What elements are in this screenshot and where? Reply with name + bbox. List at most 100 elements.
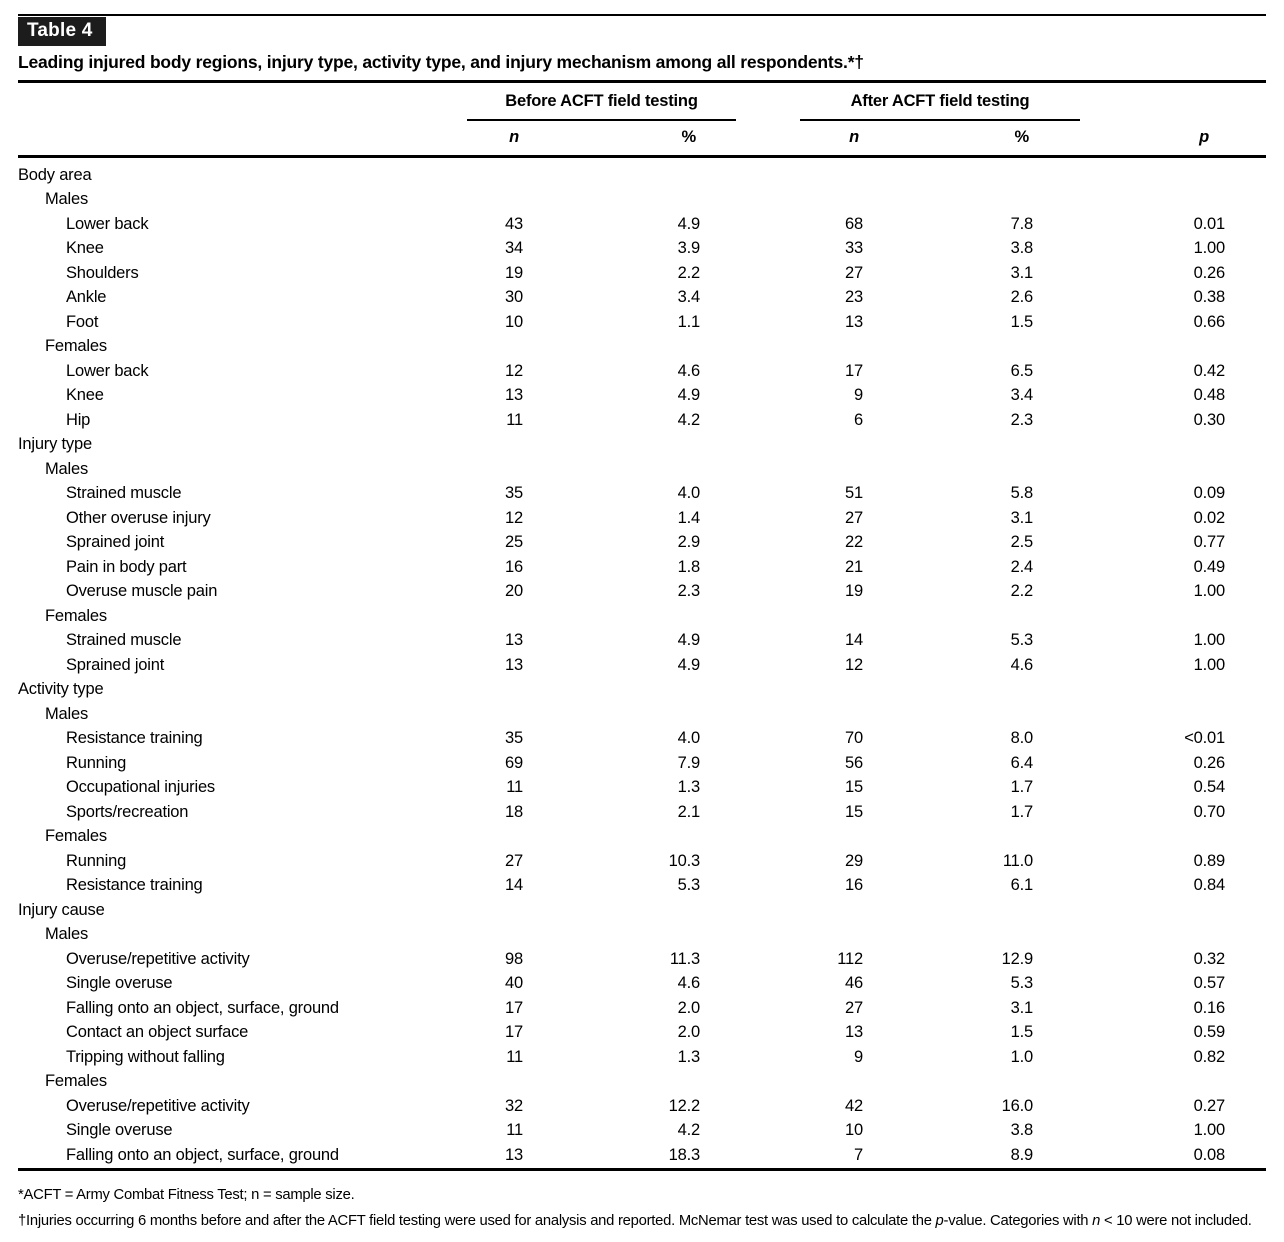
value-after-pct: 3.8 [1010,239,1034,258]
value-before-n: 12 [505,361,523,380]
value-p: 0.84 [1193,876,1226,895]
table-title: Leading injured body regions, injury typ… [18,52,864,72]
value-before-pct: 4.0 [677,729,701,748]
footnote-2-italic-segment: n [1092,1212,1101,1229]
value-after-pct: 2.4 [1010,557,1034,576]
value-after-n: 23 [845,288,863,307]
value-before-pct: 4.9 [677,655,701,674]
row-label: Running [66,851,127,870]
value-before-n: 13 [505,631,523,650]
value-before-pct: 4.9 [677,386,701,405]
value-before-pct: 4.0 [677,484,701,503]
value-before-pct: 11.3 [669,949,700,968]
value-p: 0.54 [1193,778,1226,797]
data-row: Pain in body part 16 1.8 21 2.4 0.49 [18,555,1266,580]
value-after-pct: 8.9 [1010,1145,1034,1164]
value-after-n: 112 [837,949,863,968]
value-before-pct: 2.0 [677,1023,701,1042]
row-label: Lower back [66,214,149,233]
header-group-p-spacer [1112,83,1266,121]
row-label: Single overuse [66,1121,173,1140]
group-row-label: Females [45,606,107,625]
value-before-n: 11 [506,1047,523,1066]
value-before-pct: 5.3 [677,876,701,895]
value-before-pct: 4.9 [677,631,701,650]
group-row-label: Males [45,459,89,478]
value-before-n: 17 [505,1023,523,1042]
value-p: 0.27 [1193,1096,1226,1115]
value-after-pct: 3.4 [1010,386,1034,405]
value-before-n: 20 [505,582,523,601]
value-p: 0.09 [1193,484,1226,503]
row-label: Sprained joint [66,655,165,674]
value-before-n: 13 [505,1145,523,1164]
value-p: 0.82 [1193,1047,1226,1066]
value-before-n: 13 [505,655,523,674]
value-before-pct: 3.4 [677,288,701,307]
data-row: Overuse muscle pain 20 2.3 19 2.2 1.00 [18,580,1266,605]
section-row: Activity type [18,678,1266,703]
value-after-n: 15 [845,802,863,821]
value-before-n: 25 [505,533,523,552]
title-rule [18,80,1266,83]
group-row: Females [18,604,1266,629]
value-before-n: 19 [505,263,523,282]
value-after-n: 10 [845,1121,863,1140]
header-sub-row: n % n % p [18,121,1266,158]
group-row: Females [18,825,1266,850]
data-row: Resistance training 35 4.0 70 8.0 <0.01 [18,727,1266,752]
value-after-pct: 7.8 [1010,214,1034,233]
data-row: Resistance training 14 5.3 16 6.1 0.84 [18,874,1266,899]
value-before-pct: 4.9 [677,214,701,233]
data-row: Running 69 7.9 56 6.4 0.26 [18,751,1266,776]
value-p: 0.66 [1193,312,1226,331]
value-after-n: 27 [845,998,863,1017]
value-after-n: 9 [854,386,863,405]
value-p: 0.77 [1193,533,1226,552]
group-row-label: Females [45,337,107,356]
value-p: 0.26 [1193,263,1226,282]
header-stub [18,121,435,158]
value-after-pct: 5.3 [1010,631,1034,650]
data-row: Sprained joint 25 2.9 22 2.5 0.77 [18,531,1266,556]
value-before-pct: 2.1 [677,802,701,821]
value-after-n: 21 [845,557,863,576]
value-p: 1.00 [1193,582,1226,601]
group-row-label: Females [45,827,107,846]
value-before-n: 35 [505,729,523,748]
data-row: Falling onto an object, surface, ground 1… [18,996,1266,1021]
value-after-n: 14 [845,631,863,650]
value-p: <0.01 [1184,729,1225,748]
value-after-n: 22 [845,533,863,552]
value-after-n: 33 [845,239,863,258]
section-row-label: Injury cause [18,900,105,919]
row-label: Shoulders [66,263,139,282]
value-before-pct: 1.8 [677,557,701,576]
value-after-pct: 5.8 [1010,484,1034,503]
data-row: Sprained joint 13 4.9 12 4.6 1.00 [18,653,1266,678]
value-after-pct: 1.7 [1010,778,1034,797]
row-label: Strained muscle [66,631,182,650]
value-p: 1.00 [1193,1121,1226,1140]
value-before-n: 16 [505,557,523,576]
value-before-pct: 2.2 [677,263,701,282]
header-group-before-label: Before ACFT field testing [467,92,736,121]
value-after-pct: 2.2 [1010,582,1034,601]
row-label: Lower back [66,361,149,380]
data-row: Shoulders 19 2.2 27 3.1 0.26 [18,261,1266,286]
footnote-2: †Injuries occurring 6 months before and … [18,1210,1266,1233]
data-row: Knee 13 4.9 9 3.4 0.48 [18,384,1266,409]
value-before-n: 11 [506,1121,523,1140]
section-row-label: Injury type [18,435,92,454]
value-before-n: 34 [505,239,523,258]
value-before-pct: 3.9 [677,239,701,258]
results-table: Before ACFT field testing After ACFT fie… [18,83,1266,1171]
row-label: Resistance training [66,876,203,895]
data-row: Overuse/repetitive activity 32 12.2 42 16.0 0… [18,1094,1266,1119]
value-after-pct: 12.9 [1001,949,1034,968]
row-label: Pain in body part [66,557,187,576]
row-label: Foot [66,312,99,331]
section-row: Body area [18,157,1266,188]
value-before-pct: 4.6 [677,361,701,380]
value-before-n: 30 [505,288,523,307]
